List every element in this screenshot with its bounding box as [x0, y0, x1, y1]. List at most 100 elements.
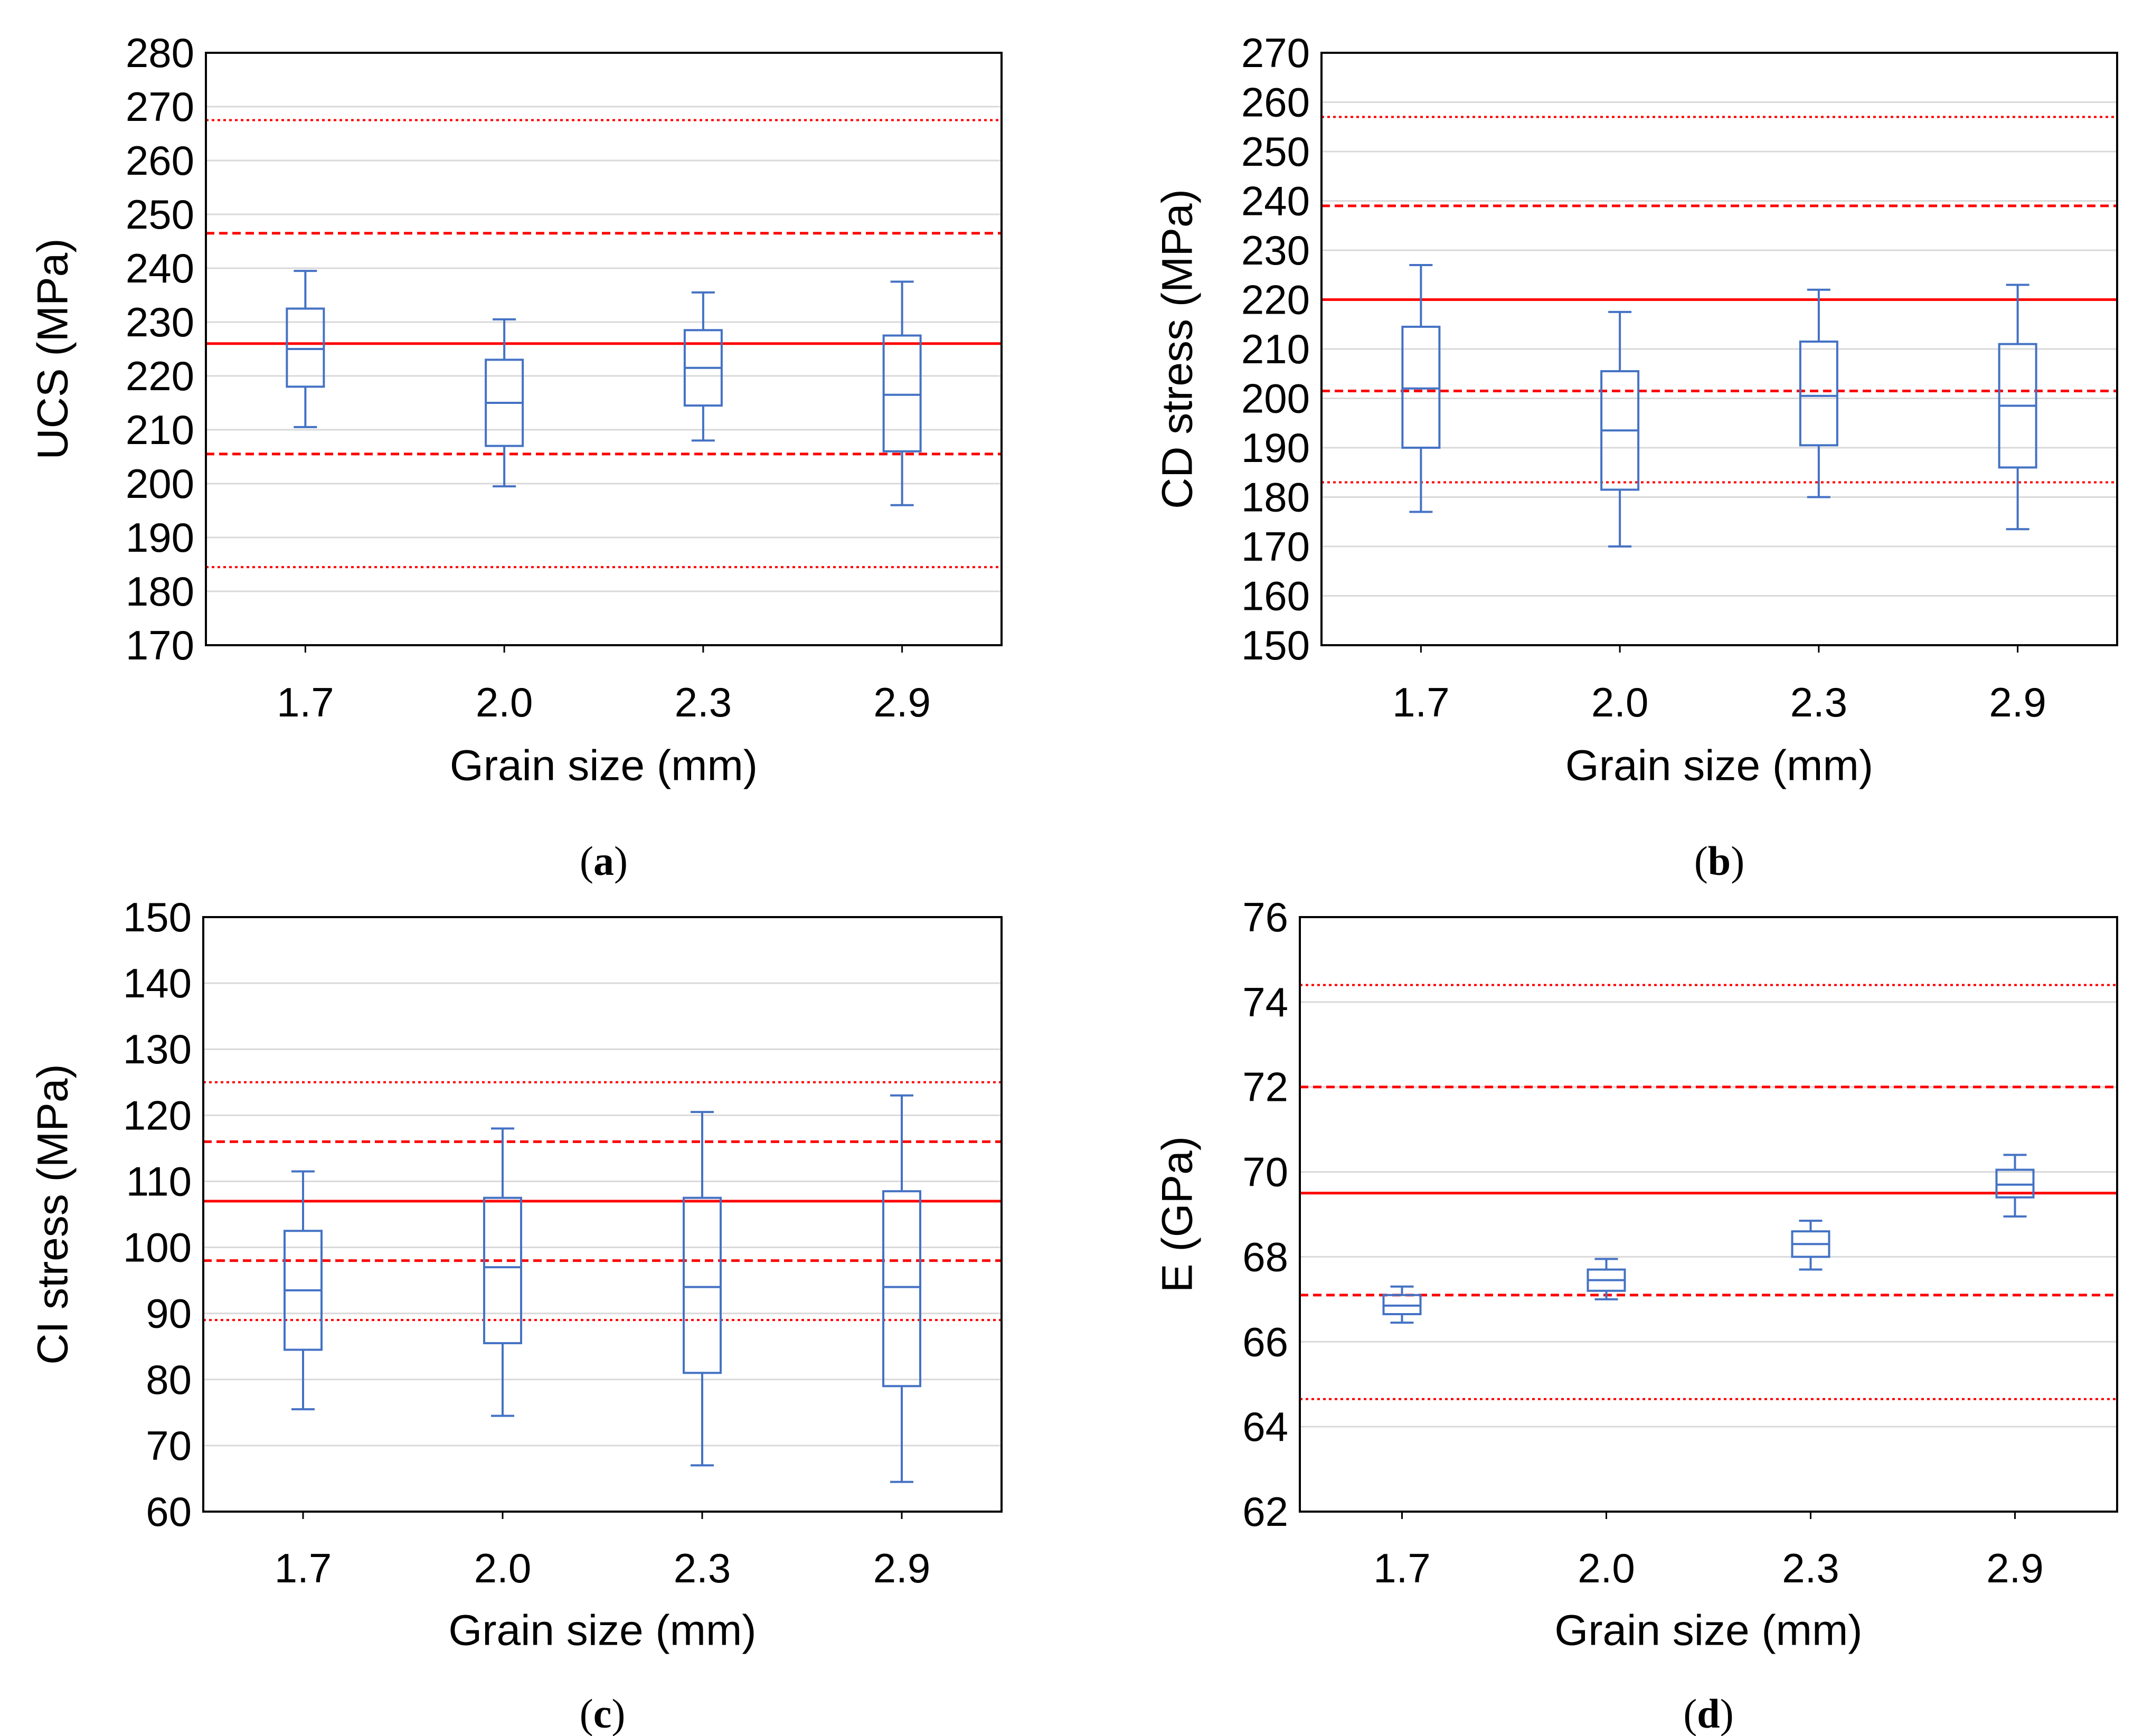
- y-tick-label: 240: [1241, 178, 1310, 224]
- x-axis-label: Grain size (mm): [448, 1607, 756, 1655]
- box-iqr: [286, 307, 325, 388]
- y-tick-label: 200: [126, 460, 194, 507]
- box-1.7: [286, 270, 325, 428]
- y-tick-label: 250: [126, 191, 194, 238]
- y-tick-label: 110: [126, 1158, 192, 1204]
- y-tick-label: 90: [146, 1290, 192, 1337]
- x-axis-label: Grain size (mm): [1554, 1607, 1862, 1655]
- chart-panel-a: 170 180 190 200 210 220 230 240 250 260 270 280 1.7 2…: [29, 30, 1003, 884]
- x-tick-label: 1.7: [277, 679, 334, 725]
- y-tick-label: 250: [1241, 128, 1310, 175]
- x-tick-label: 2.0: [1591, 679, 1648, 725]
- y-tick-label: 120: [123, 1092, 192, 1138]
- panel-label: (c): [580, 1691, 626, 1736]
- box-1.7: [1401, 264, 1441, 513]
- plot-frame: [205, 52, 1003, 646]
- box-1.7: [1382, 1285, 1422, 1324]
- box-2.9: [1998, 284, 2037, 531]
- y-tick-label: 170: [1241, 523, 1310, 570]
- x-tick-label: 2.0: [476, 679, 533, 725]
- box-2.0: [1600, 310, 1640, 548]
- x-tick-label: 2.9: [873, 679, 930, 725]
- box-2.9: [1995, 1154, 2035, 1218]
- y-tick-label: 260: [1241, 79, 1310, 126]
- y-tick-label: 150: [123, 894, 192, 940]
- y-tick-label: 100: [123, 1224, 192, 1271]
- y-tick-label: 200: [1241, 375, 1310, 422]
- x-tick-label: 2.9: [873, 1545, 930, 1591]
- chart-panel-c: 60 70 80 90 100 110 120 130 140 150 1.7 2.0 2.3 2.9 Gr…: [29, 894, 1003, 1736]
- y-tick-label: 280: [126, 30, 194, 76]
- chart-panel-d: 62 64 66 68 70 72 74 76 1.7 2.0 2.3 2.9 Grain size (…: [1154, 894, 2118, 1736]
- box-iqr: [1382, 1294, 1422, 1316]
- box-iqr: [483, 1196, 522, 1344]
- y-tick-label: 180: [126, 568, 194, 615]
- panel-label: (a): [580, 838, 628, 884]
- box-2.0: [1587, 1258, 1626, 1300]
- y-tick-label: 190: [126, 514, 194, 561]
- box-2.0: [485, 318, 524, 488]
- y-tick-label: 62: [1242, 1488, 1288, 1535]
- box-2.0: [483, 1127, 522, 1417]
- x-tick-label: 1.7: [1373, 1545, 1430, 1591]
- panel-label: (d): [1683, 1691, 1733, 1736]
- x-tick-label: 2.3: [1790, 679, 1847, 725]
- y-tick-label: 220: [1241, 277, 1310, 323]
- y-tick-label: 76: [1242, 894, 1288, 940]
- box-2.3: [1799, 288, 1838, 498]
- y-tick-label: 230: [1241, 227, 1310, 273]
- box-iqr: [1401, 325, 1441, 449]
- y-tick-label: 270: [126, 83, 194, 130]
- y-tick-label: 66: [1242, 1318, 1288, 1365]
- y-tick-label: 64: [1242, 1403, 1288, 1450]
- y-tick-label: 60: [146, 1488, 192, 1535]
- plot-frame: [1299, 916, 2118, 1513]
- box-1.7: [284, 1170, 323, 1411]
- plot-frame: [1320, 52, 2118, 646]
- panel-label: (b): [1694, 838, 1744, 884]
- y-tick-label: 68: [1242, 1233, 1288, 1280]
- x-axis-label: Grain size (mm): [1565, 742, 1873, 790]
- y-tick-label: 160: [1241, 573, 1310, 619]
- y-axis-label: UCS (MPa): [29, 238, 77, 459]
- box-iqr: [882, 334, 922, 452]
- y-tick-label: 130: [123, 1026, 192, 1072]
- x-tick-label: 2.9: [1986, 1545, 2043, 1591]
- box-2.9: [882, 1094, 921, 1483]
- y-tick-label: 140: [123, 960, 192, 1006]
- box-2.3: [1791, 1220, 1830, 1271]
- y-tick-label: 220: [126, 353, 194, 399]
- x-tick-label: 2.9: [1989, 679, 2046, 725]
- x-axis-label: Grain size (mm): [450, 742, 758, 790]
- y-tick-label: 240: [126, 245, 194, 291]
- box-iqr: [683, 1196, 722, 1374]
- y-tick-label: 210: [1241, 326, 1310, 372]
- box-iqr: [1995, 1168, 2035, 1199]
- box-iqr: [1799, 340, 1838, 447]
- y-tick-label: 260: [126, 137, 194, 184]
- x-tick-label: 2.3: [675, 679, 732, 725]
- y-tick-label: 270: [1241, 30, 1310, 76]
- y-axis-label: CI stress (MPa): [29, 1064, 77, 1364]
- box-2.3: [683, 1111, 722, 1467]
- x-tick-label: 1.7: [1392, 679, 1449, 725]
- y-tick-label: 170: [126, 622, 194, 668]
- y-tick-label: 80: [146, 1356, 192, 1403]
- box-iqr: [882, 1190, 921, 1388]
- y-tick-label: 70: [1242, 1149, 1288, 1195]
- box-2.3: [683, 291, 723, 442]
- y-tick-label: 230: [126, 299, 194, 345]
- y-tick-label: 190: [1241, 424, 1310, 471]
- y-tick-label: 70: [146, 1422, 192, 1469]
- y-axis-label: E (GPa): [1154, 1136, 1202, 1292]
- x-tick-label: 2.0: [474, 1545, 531, 1591]
- box-2.9: [882, 280, 922, 506]
- x-tick-label: 1.7: [275, 1545, 332, 1591]
- y-axis-label: CD stress (MPa): [1154, 189, 1202, 509]
- y-tick-label: 180: [1241, 474, 1310, 521]
- plot-frame: [202, 916, 1003, 1513]
- y-tick-label: 72: [1242, 1064, 1288, 1110]
- x-tick-label: 2.3: [1782, 1545, 1839, 1591]
